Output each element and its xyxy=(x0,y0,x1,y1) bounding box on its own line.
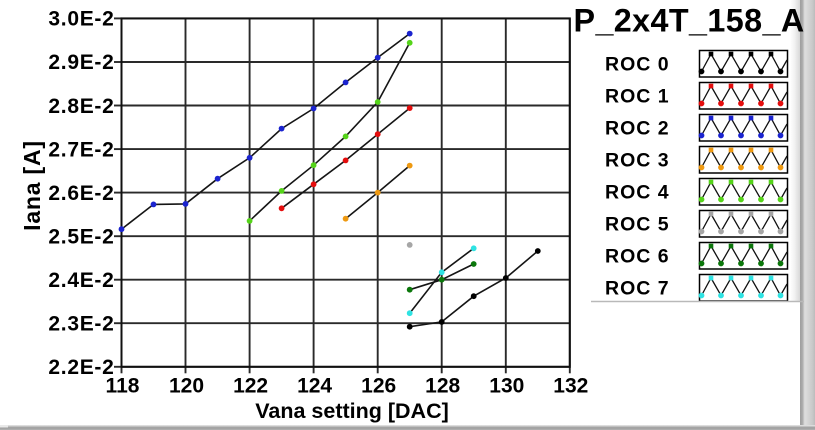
svg-text:2.7E-2: 2.7E-2 xyxy=(48,138,114,161)
svg-text:124: 124 xyxy=(297,375,332,398)
svg-text:ROC 3: ROC 3 xyxy=(605,149,670,171)
svg-text:ROC 2: ROC 2 xyxy=(605,117,670,139)
svg-text:2.9E-2: 2.9E-2 xyxy=(48,51,114,74)
svg-text:2.6E-2: 2.6E-2 xyxy=(48,182,114,205)
svg-text:ROC 1: ROC 1 xyxy=(605,85,670,107)
svg-text:132: 132 xyxy=(553,375,588,398)
svg-text:ROC 0: ROC 0 xyxy=(605,53,670,75)
svg-text:122: 122 xyxy=(233,375,268,398)
svg-text:P_2x4T_158_A: P_2x4T_158_A xyxy=(574,3,805,39)
svg-text:2.4E-2: 2.4E-2 xyxy=(48,269,114,292)
svg-text:ROC 4: ROC 4 xyxy=(605,181,670,203)
svg-text:2.5E-2: 2.5E-2 xyxy=(48,226,114,249)
svg-text:ROC 5: ROC 5 xyxy=(605,213,670,235)
svg-text:120: 120 xyxy=(169,375,204,398)
svg-text:3.0E-2: 3.0E-2 xyxy=(48,8,114,31)
svg-text:ROC 6: ROC 6 xyxy=(605,245,670,267)
svg-text:2.8E-2: 2.8E-2 xyxy=(48,95,114,118)
svg-text:126: 126 xyxy=(361,375,396,398)
svg-text:118: 118 xyxy=(106,375,140,398)
svg-text:Vana setting [DAC]: Vana setting [DAC] xyxy=(255,399,449,423)
svg-text:2.2E-2: 2.2E-2 xyxy=(48,356,114,379)
svg-text:128: 128 xyxy=(425,375,460,398)
svg-text:2.3E-2: 2.3E-2 xyxy=(48,313,114,336)
svg-text:ROC 7: ROC 7 xyxy=(605,277,670,299)
svg-text:130: 130 xyxy=(489,375,524,398)
svg-text:Iana [A]: Iana [A] xyxy=(19,140,45,231)
